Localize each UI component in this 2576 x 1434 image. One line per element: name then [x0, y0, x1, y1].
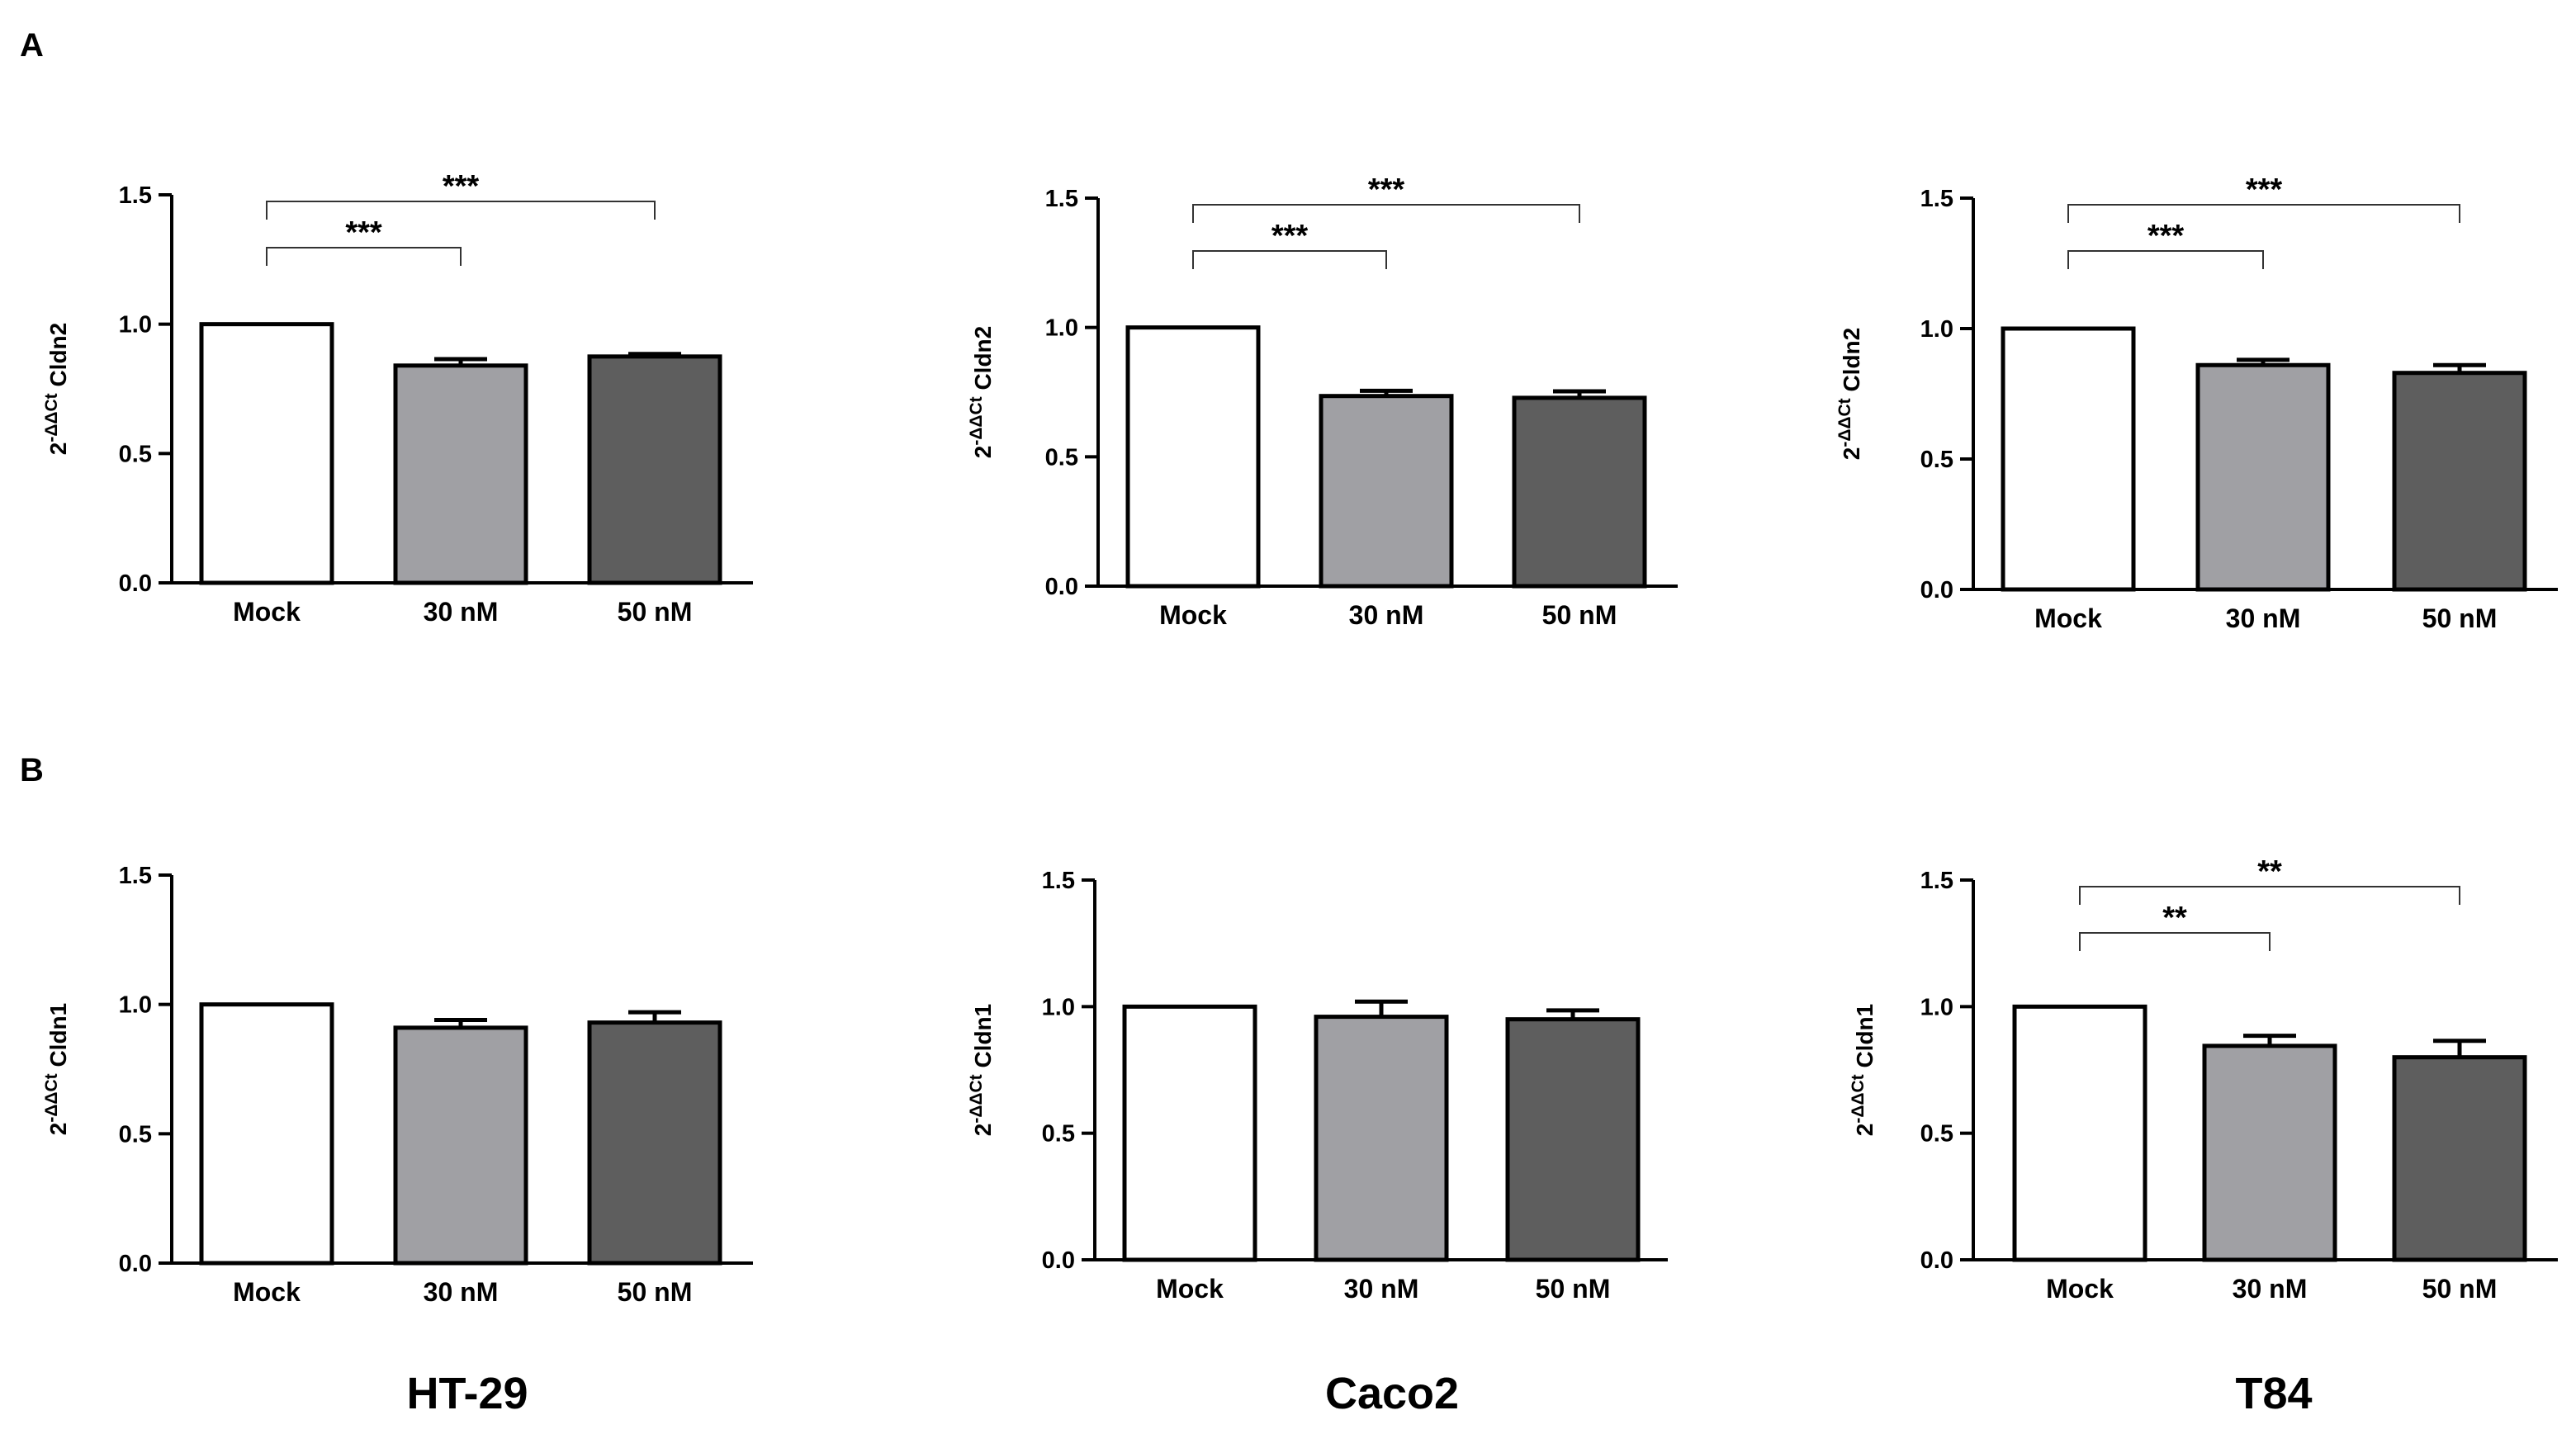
- y-axis-label: 2-ΔΔCt Cldn1: [42, 1003, 72, 1135]
- y-tick-label: 0.5: [1042, 1121, 1075, 1148]
- significance-bracket: [1192, 204, 1580, 223]
- chart-b-ht29: 0.0 0.5 1.0 1.5 2-ΔΔCt Cldn1 Mock 30 nM 50 nM: [42, 863, 753, 1307]
- significance-bracket: [2067, 204, 2460, 223]
- bar-mock: [1122, 1004, 1257, 1262]
- bar-50nm: [2392, 371, 2527, 592]
- y-axis-label: 2-ΔΔCt Cldn1: [1849, 1004, 1878, 1136]
- y-tick-label: 0.5: [1045, 444, 1078, 471]
- cell-line-label-caco2: Caco2: [1325, 1369, 1459, 1418]
- y-tick-label: 1.0: [1920, 316, 1953, 343]
- bar-mock: [199, 322, 334, 585]
- category-label: 50 nM: [2422, 603, 2498, 633]
- significance-label: ***: [345, 215, 382, 250]
- y-tick-label: 1.5: [1920, 186, 1953, 212]
- y-tick-label: 1.5: [1045, 186, 1078, 212]
- bar-mock: [199, 1002, 334, 1266]
- chart-a-ht29: 0.0 0.5 1.0 1.5 2-ΔΔCt Cldn2 Mock 30 nM 50 nM **…: [42, 169, 753, 627]
- y-tick-label: 1.5: [119, 182, 152, 209]
- y-tick-label: 1.0: [1920, 994, 1953, 1020]
- significance-bracket: [2067, 250, 2264, 269]
- bar-30nm: [1314, 1015, 1449, 1262]
- bar-30nm: [1319, 394, 1454, 589]
- significance-label: ***: [1271, 219, 1309, 253]
- bar-30nm: [2195, 362, 2331, 592]
- y-tick-label: 1.0: [119, 992, 152, 1019]
- category-label: 30 nM: [1349, 600, 1424, 630]
- bar-50nm: [587, 354, 722, 585]
- bar-30nm: [393, 1025, 528, 1266]
- category-label: Mock: [1156, 1274, 1224, 1304]
- chart-b-t84: 0.0 0.5 1.0 1.5 2-ΔΔCt Cldn1 Mock 30 nM 50 nM **…: [1849, 854, 2558, 1304]
- bar-30nm: [393, 363, 528, 585]
- significance-bracket: [2079, 932, 2271, 951]
- category-label: 50 nM: [1536, 1274, 1611, 1304]
- bar-50nm: [1512, 395, 1647, 589]
- significance-label: ***: [1368, 173, 1405, 207]
- y-tick-label: 0.0: [1920, 577, 1953, 603]
- chart-a-caco2: 0.0 0.5 1.0 1.5 2-ΔΔCt Cldn2 Mock 30 nM 50 nM **…: [967, 173, 1678, 630]
- bar-50nm: [587, 1020, 722, 1266]
- bar-mock: [1125, 325, 1261, 589]
- bar-30nm: [2202, 1044, 2337, 1262]
- cell-line-label-ht29: HT-29: [406, 1369, 528, 1418]
- significance-label: ***: [2147, 219, 2185, 253]
- bar-50nm: [1505, 1017, 1641, 1262]
- y-tick-label: 1.0: [1045, 315, 1078, 342]
- significance-bracket: [266, 247, 462, 266]
- category-label: 30 nM: [1344, 1274, 1419, 1304]
- category-label: Mock: [2034, 603, 2102, 633]
- category-label: 30 nM: [424, 597, 499, 627]
- category-label: Mock: [1159, 600, 1227, 630]
- bar-50nm: [2392, 1055, 2527, 1262]
- panel-label-b: B: [20, 752, 44, 788]
- y-tick-label: 0.5: [119, 1121, 152, 1148]
- cell-line-label-t84: T84: [2235, 1369, 2312, 1418]
- category-label: Mock: [233, 597, 301, 627]
- y-tick-label: 0.5: [1920, 447, 1953, 473]
- category-label: Mock: [233, 1277, 301, 1307]
- y-tick-label: 0.5: [1920, 1121, 1953, 1148]
- chart-b-caco2: 0.0 0.5 1.0 1.5 2-ΔΔCt Cldn1 Mock 30 nM 50 nM: [967, 868, 1668, 1304]
- significance-label: ***: [443, 169, 480, 204]
- panel-label-a: A: [20, 27, 44, 64]
- y-tick-label: 1.0: [1042, 994, 1075, 1020]
- y-axis-label: 2-ΔΔCt Cldn1: [967, 1004, 997, 1136]
- category-label: 50 nM: [2422, 1274, 2498, 1304]
- bar-mock: [2012, 1004, 2147, 1262]
- significance-bracket: [266, 201, 656, 220]
- significance-bracket: [2079, 886, 2460, 905]
- category-label: 50 nM: [618, 597, 693, 627]
- category-label: 30 nM: [2233, 1274, 2308, 1304]
- y-tick-label: 1.5: [1042, 868, 1075, 894]
- category-label: 30 nM: [2226, 603, 2301, 633]
- y-axis-label: 2-ΔΔCt Cldn2: [967, 326, 997, 458]
- significance-label: **: [2162, 901, 2187, 935]
- y-tick-label: 0.0: [119, 1251, 152, 1277]
- y-axis-label: 2-ΔΔCt Cldn2: [42, 323, 72, 455]
- significance-label: ***: [2246, 173, 2283, 207]
- bar-mock: [2001, 326, 2136, 592]
- y-tick-label: 0.5: [119, 441, 152, 467]
- category-label: 30 nM: [424, 1277, 499, 1307]
- y-axis-label: 2-ΔΔCt Cldn2: [1835, 328, 1865, 460]
- y-tick-label: 0.0: [1042, 1247, 1075, 1274]
- category-label: 50 nM: [618, 1277, 693, 1307]
- y-tick-label: 1.0: [119, 312, 152, 338]
- significance-bracket: [1192, 250, 1387, 269]
- category-label: Mock: [2046, 1274, 2114, 1304]
- category-label: 50 nM: [1542, 600, 1617, 630]
- y-tick-label: 1.5: [1920, 868, 1953, 894]
- significance-label: **: [2257, 854, 2282, 889]
- y-tick-label: 0.0: [1045, 574, 1078, 600]
- y-tick-label: 0.0: [1920, 1247, 1953, 1274]
- y-tick-label: 0.0: [119, 570, 152, 597]
- chart-a-t84: 0.0 0.5 1.0 1.5 2-ΔΔCt Cldn2 Mock 30 nM 50 nM **…: [1835, 173, 2558, 633]
- y-tick-label: 1.5: [119, 863, 152, 889]
